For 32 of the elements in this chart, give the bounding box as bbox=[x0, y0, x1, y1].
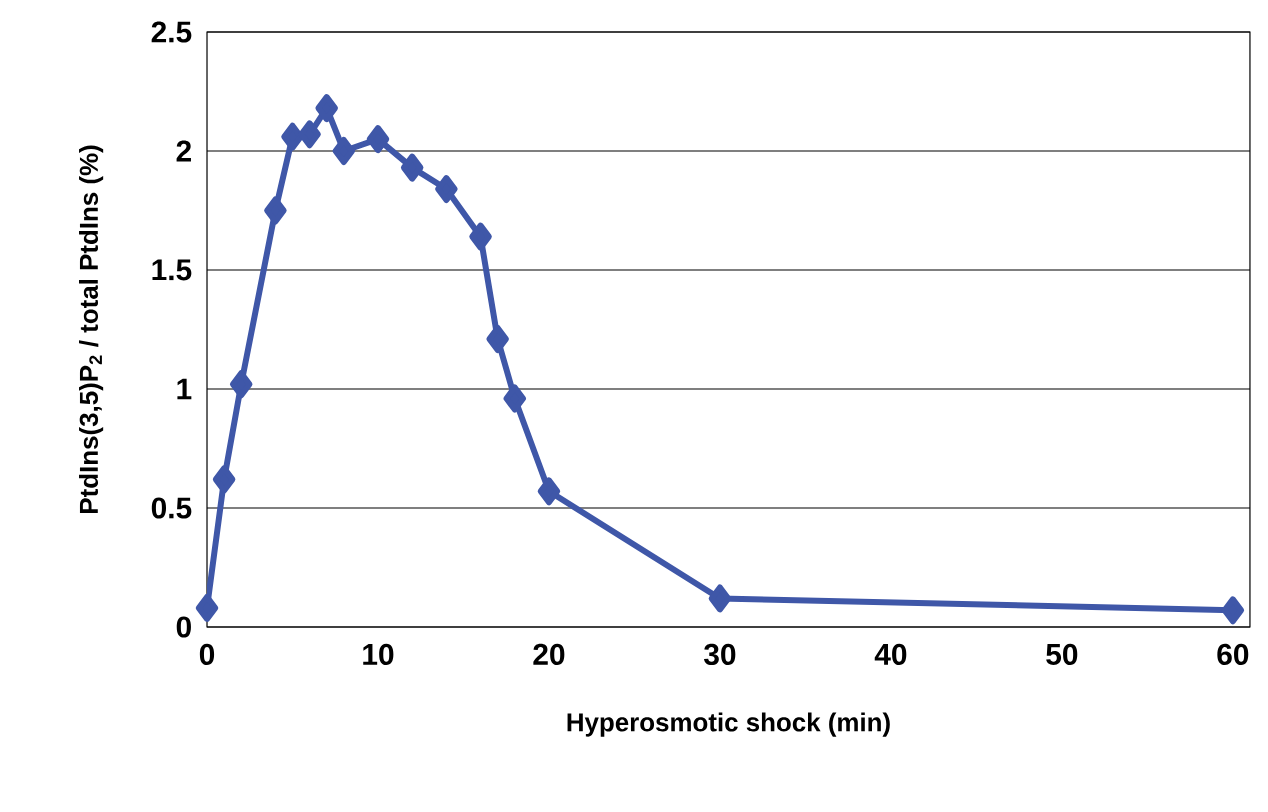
point bbox=[503, 384, 527, 413]
y-tick-label: 2 bbox=[176, 140, 191, 162]
x-tick-label: 0 bbox=[199, 643, 215, 665]
y-tick-label: 1 bbox=[177, 378, 192, 400]
point bbox=[469, 222, 492, 251]
x-tick-label: 40 bbox=[874, 643, 907, 665]
x-tick-label: 30 bbox=[704, 643, 736, 666]
y-tick-label: 2.5 bbox=[151, 21, 192, 43]
point bbox=[708, 584, 732, 613]
x-tick-label: 10 bbox=[363, 643, 394, 665]
point bbox=[195, 593, 219, 622]
point bbox=[315, 94, 338, 123]
point bbox=[212, 465, 236, 494]
point bbox=[229, 370, 253, 399]
point bbox=[486, 325, 509, 354]
point bbox=[400, 153, 424, 182]
y-tick-label: 0 bbox=[176, 616, 191, 638]
point bbox=[366, 125, 390, 154]
y-axis-title: PtdIns(3,5)P$_{2}$ / total PtdIns (%) bbox=[79, 145, 104, 513]
point bbox=[1221, 596, 1245, 625]
x-tick-label: 60 bbox=[1217, 643, 1249, 665]
x-axis-title: Hyperosmotic shock (min) bbox=[567, 712, 890, 737]
point bbox=[537, 477, 561, 506]
y-tick-label: 1.5 bbox=[152, 259, 192, 281]
point bbox=[264, 196, 287, 225]
point bbox=[435, 175, 458, 204]
point bbox=[281, 122, 304, 151]
point bbox=[332, 136, 356, 165]
x-tick-label: 20 bbox=[533, 643, 565, 665]
point bbox=[298, 120, 321, 149]
x-tick-label: 50 bbox=[1046, 643, 1078, 665]
y-tick-label: 0.5 bbox=[151, 497, 192, 519]
